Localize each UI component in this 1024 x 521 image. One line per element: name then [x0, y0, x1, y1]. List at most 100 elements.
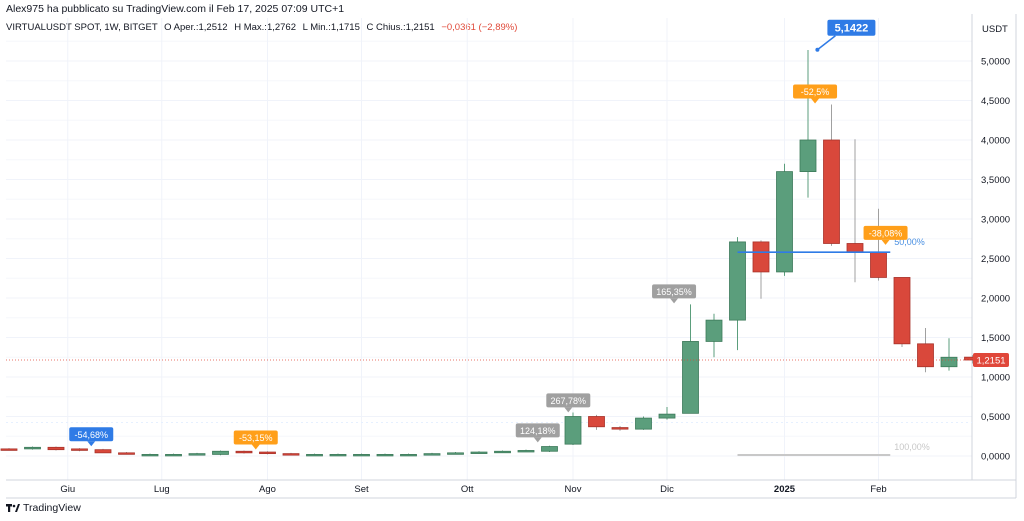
callout-label: 165,35% — [656, 287, 692, 297]
candle-body[interactable] — [47, 446, 65, 451]
candle-body[interactable] — [71, 448, 88, 451]
y-tick-label: 2,0000 — [981, 294, 1010, 305]
candle-body[interactable] — [893, 277, 911, 345]
highlight-point — [815, 47, 820, 52]
low-label: L — [302, 22, 308, 33]
callout-pointer — [811, 98, 820, 104]
low-value: Min.:1,1715 — [310, 22, 360, 33]
x-tick-label: Dic — [660, 484, 674, 495]
y-tick-label: 5,0000 — [981, 57, 1010, 68]
candle-body[interactable] — [470, 451, 488, 454]
candle-body[interactable] — [682, 341, 699, 414]
callout-pointer — [87, 441, 96, 447]
callout-label: -52,5% — [801, 87, 830, 97]
x-tick-label: Nov — [565, 484, 582, 495]
x-tick-label: Feb — [870, 484, 886, 495]
candle-body[interactable] — [541, 446, 558, 452]
retracement-100-label: 100,00% — [894, 442, 930, 452]
high-label: H — [234, 22, 242, 33]
close-label: C — [366, 22, 374, 33]
callout-box[interactable] — [233, 430, 278, 445]
callout-box[interactable] — [863, 225, 908, 240]
candle-body[interactable] — [94, 449, 112, 454]
callout-pointer — [881, 239, 890, 245]
last-price-tag[interactable] — [973, 353, 1009, 368]
candle-body[interactable] — [588, 416, 605, 428]
candle-body[interactable] — [823, 139, 840, 244]
x-tick-label: Lug — [154, 484, 170, 495]
y-tick-label: 0,5000 — [981, 412, 1010, 423]
candle-body[interactable] — [24, 446, 41, 450]
x-tick-label: 2025 — [774, 484, 796, 495]
callout-box[interactable] — [69, 427, 114, 442]
candle-body[interactable] — [635, 417, 652, 430]
callout-label: 124,18% — [520, 426, 556, 436]
candle-body[interactable] — [917, 343, 934, 368]
candle-body[interactable] — [799, 139, 817, 173]
last-price-label: 1,2151 — [976, 356, 1005, 367]
candle-body[interactable] — [447, 452, 464, 455]
candle-body[interactable] — [423, 453, 441, 456]
candle-body[interactable] — [870, 251, 887, 278]
y-tick-label: 4,5000 — [981, 96, 1010, 107]
symbol-name[interactable]: VIRTUALUSDT SPOT, 1W, BITGET — [6, 22, 158, 33]
candle-body[interactable] — [729, 241, 746, 321]
candle-body[interactable] — [705, 319, 723, 342]
candle-body[interactable] — [846, 243, 864, 253]
currency-label[interactable]: USDT — [982, 24, 1008, 35]
y-tick-label: 4,0000 — [981, 136, 1010, 147]
x-tick-label: Set — [354, 484, 369, 495]
x-tick-label: Giu — [60, 484, 75, 495]
callout-label: 5,1422 — [835, 22, 869, 34]
x-tick-label: Ott — [461, 484, 474, 495]
candle-body[interactable] — [282, 453, 300, 456]
candle-body[interactable] — [188, 453, 206, 456]
symbol-legend: VIRTUALUSDT SPOT, 1W, BITGET O Aper.:1,2… — [6, 22, 517, 33]
candle-body[interactable] — [0, 448, 18, 451]
y-tick-label: 1,5000 — [981, 333, 1010, 344]
retracement-50-label: 50,00% — [894, 237, 925, 247]
tradingview-brand[interactable]: TradingView — [6, 502, 81, 514]
callout-label: -54,68% — [74, 430, 108, 440]
change-value: −0,0361 (−2,89%) — [441, 22, 518, 33]
callout-label: -38,08% — [869, 228, 903, 238]
candle-body[interactable] — [329, 454, 347, 457]
candle-body[interactable] — [494, 450, 511, 454]
candle-body[interactable] — [940, 356, 958, 368]
open-value: Aper.:1,2512 — [173, 22, 228, 33]
candle-body[interactable] — [376, 454, 394, 457]
candle-body[interactable] — [235, 450, 253, 454]
tradingview-logo-icon — [6, 504, 20, 512]
y-tick-label: 3,0000 — [981, 215, 1010, 226]
callout-box[interactable] — [546, 393, 591, 408]
y-tick-label: 2,5000 — [981, 254, 1010, 265]
candle-body[interactable] — [353, 454, 370, 457]
candle-body[interactable] — [212, 450, 229, 455]
candle-body[interactable] — [118, 452, 135, 455]
candle-body[interactable] — [517, 450, 535, 453]
callout-pointer — [251, 444, 260, 450]
publisher-header: Alex975 ha pubblicato su TradingView.com… — [6, 3, 345, 15]
candle-body[interactable] — [165, 454, 182, 457]
candle-body[interactable] — [658, 413, 676, 419]
high-value: Max.:1,2762 — [243, 22, 297, 33]
candle-body[interactable] — [259, 451, 276, 455]
candle-body[interactable] — [752, 241, 770, 273]
callout-pointer — [533, 437, 542, 443]
candle-body[interactable] — [564, 416, 582, 445]
candle-body[interactable] — [306, 454, 323, 457]
callout-box[interactable] — [793, 84, 838, 99]
candle-body[interactable] — [611, 427, 629, 430]
candle-body[interactable] — [141, 454, 159, 457]
y-tick-label: 3,5000 — [981, 175, 1010, 186]
close-value: Chius.:1,2151 — [376, 22, 435, 33]
candle-body[interactable] — [400, 454, 417, 457]
callout-box[interactable] — [515, 423, 560, 438]
callout-box[interactable] — [827, 19, 876, 36]
callout-pointer — [564, 407, 573, 413]
callout-box[interactable] — [652, 284, 697, 299]
highlight-connector — [816, 35, 836, 51]
candle-body[interactable] — [776, 171, 793, 273]
callout-pointer — [670, 298, 679, 304]
